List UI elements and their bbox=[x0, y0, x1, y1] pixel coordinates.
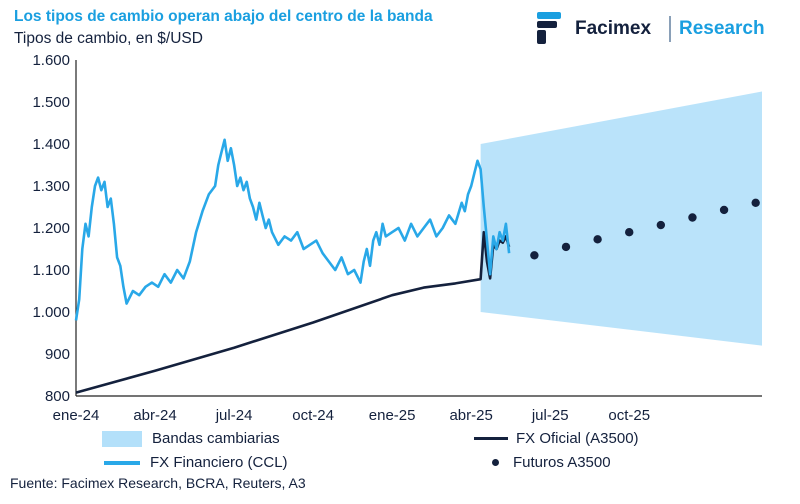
facimex-logo-icon bbox=[537, 12, 561, 44]
x-tick-label: abr-25 bbox=[449, 407, 492, 424]
legend-band-swatch bbox=[102, 430, 142, 447]
legend-ccl-label: FX Financiero (CCL) bbox=[150, 454, 288, 471]
y-tick-label: 1.500 bbox=[32, 94, 70, 111]
y-tick-label: 1.200 bbox=[32, 220, 70, 237]
y-tick-label: 800 bbox=[45, 388, 70, 405]
x-tick-label: oct-25 bbox=[608, 407, 650, 424]
legend-bandas-label: Bandas cambiarias bbox=[152, 430, 280, 447]
y-tick-label: 1.000 bbox=[32, 304, 70, 321]
x-tick-label: ene-25 bbox=[369, 407, 416, 424]
brand-unit: Research bbox=[679, 18, 765, 39]
chart-subtitle: Tipos de cambio, en $/USD bbox=[14, 30, 203, 47]
futuros-point bbox=[530, 251, 539, 260]
futuros-point bbox=[688, 213, 697, 222]
futuros-point bbox=[656, 220, 666, 230]
legend-bandas: Bandas cambiarias bbox=[102, 430, 280, 447]
legend-ccl-swatch bbox=[104, 460, 140, 465]
futuros-point bbox=[751, 198, 760, 207]
legend-futuros-label: Futuros A3500 bbox=[513, 454, 611, 471]
x-tick-label: abr-24 bbox=[133, 407, 176, 424]
futuros-point bbox=[593, 235, 602, 244]
brand-name: Facimex bbox=[575, 18, 652, 39]
legend-ccl: FX Financiero (CCL) bbox=[104, 454, 288, 471]
y-tick-label: 900 bbox=[45, 346, 70, 363]
y-tick-label: 1.100 bbox=[32, 262, 70, 279]
legend-oficial-label: FX Oficial (A3500) bbox=[516, 430, 639, 447]
legend-oficial-swatch bbox=[474, 436, 508, 441]
y-tick-label: 1.300 bbox=[32, 178, 70, 195]
futuros-point bbox=[719, 205, 729, 215]
x-tick-label: ene-24 bbox=[53, 407, 100, 424]
legend-futuros: Futuros A3500 bbox=[482, 454, 611, 471]
brand-divider bbox=[669, 16, 671, 42]
y-tick-label: 1.400 bbox=[32, 136, 70, 153]
y-tick-label: 1.600 bbox=[32, 52, 70, 69]
chart-title: Los tipos de cambio operan abajo del cen… bbox=[14, 8, 433, 25]
x-tick-label: jul-24 bbox=[215, 407, 253, 424]
series-line-fx-financiero bbox=[74, 138, 511, 321]
series-line-fx-oficial bbox=[75, 230, 511, 394]
futuros-point bbox=[561, 242, 571, 252]
legend-oficial: FX Oficial (A3500) bbox=[474, 430, 639, 447]
brand-logo: Facimex Research bbox=[535, 8, 785, 48]
x-tick-label: jul-25 bbox=[531, 407, 569, 424]
legend-futuros-swatch bbox=[492, 459, 499, 466]
band-area bbox=[480, 91, 762, 346]
x-tick-label: oct-24 bbox=[292, 407, 334, 424]
futuros-point bbox=[625, 228, 634, 237]
source-note: Fuente: Facimex Research, BCRA, Reuters,… bbox=[10, 475, 306, 491]
